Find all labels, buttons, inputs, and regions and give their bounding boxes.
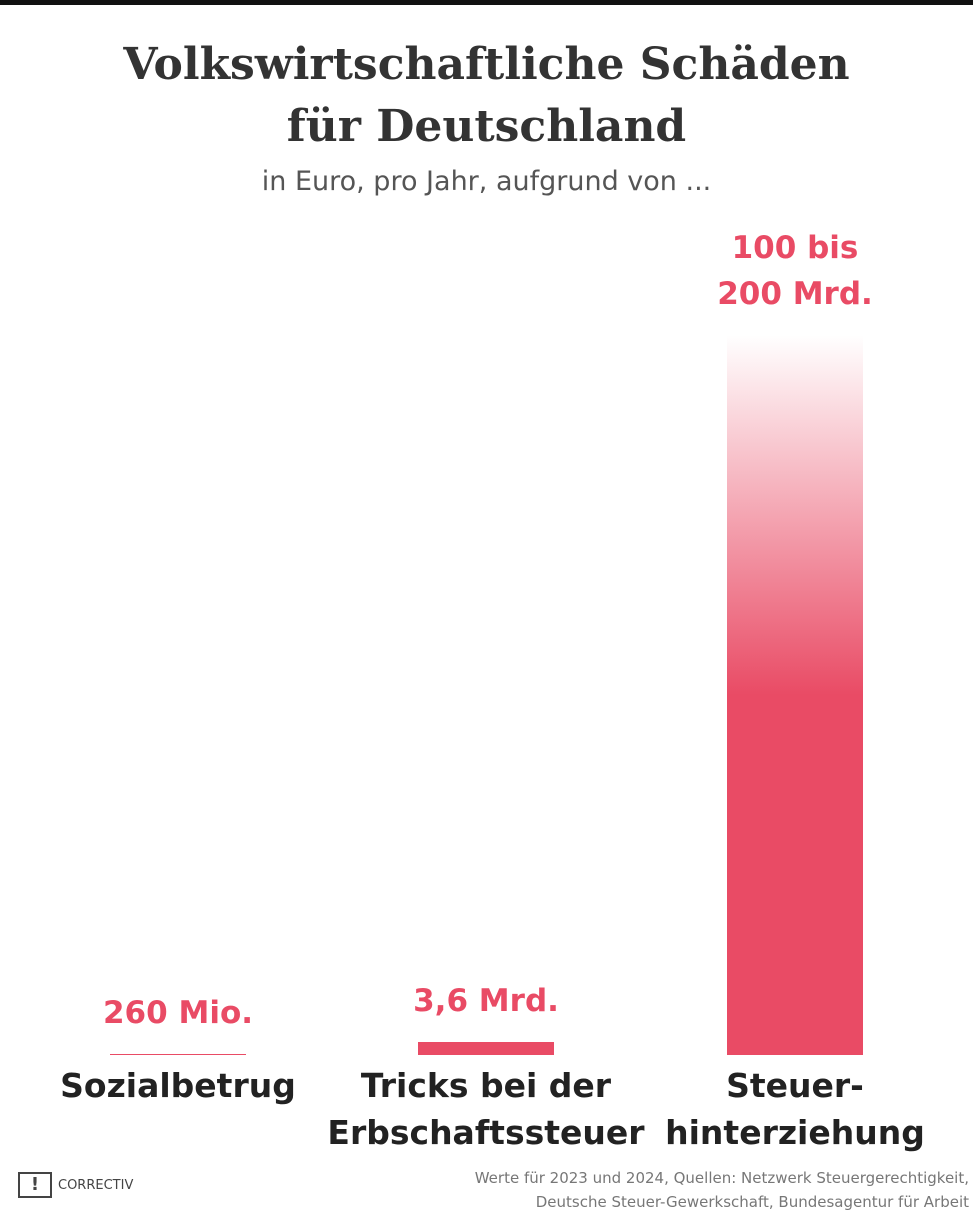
x-tick-label: Sozialbetrug [60,1066,296,1105]
value-label: 100 bis 200 Mrd. [717,230,873,312]
chart-title: Volkswirtschaftliche Schäden für Deutsch… [123,39,850,152]
bar-range [727,335,863,695]
logo-text: CORRECTIV [58,1177,134,1193]
value-label: 260 Mio. [102,995,254,1032]
x-tick-label: Tricks bei der Erbschaftssteuer [327,1066,645,1152]
x-tick-label: Steuer- hinterziehung [665,1066,925,1152]
bar [418,1042,554,1055]
source-note: Werte für 2023 und 2024, Quellen: Netzwe… [474,1169,969,1211]
top-bar [0,0,973,5]
logo-icon: ! [18,1172,52,1198]
logo: ! CORRECTIV [18,1172,133,1198]
bar [110,1054,246,1055]
bar-range-low [727,695,863,1055]
value-label: 3,6 Mrd. [413,983,559,1020]
chart-subtitle: in Euro, pro Jahr, aufgrund von ... [261,166,712,197]
